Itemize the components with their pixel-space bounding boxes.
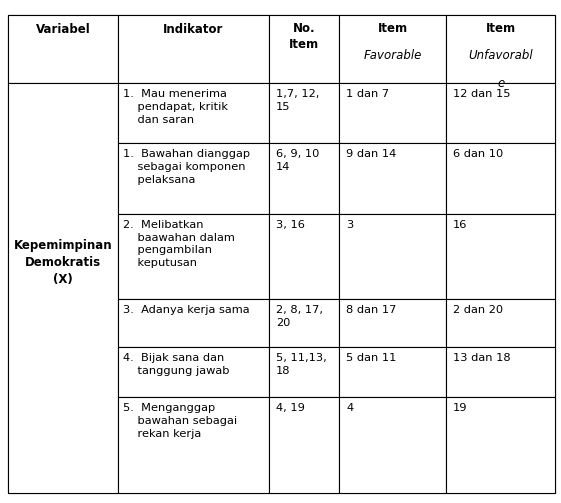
Text: Indikator: Indikator [163, 23, 224, 36]
Text: Kepemimpinan
Demokratis
(X): Kepemimpinan Demokratis (X) [14, 239, 112, 286]
Text: 2.  Melibatkan
    baawahan dalam
    pengambilan
    keputusan: 2. Melibatkan baawahan dalam pengambilan… [123, 220, 235, 268]
Text: 2, 8, 17,
20: 2, 8, 17, 20 [276, 305, 323, 328]
Text: 5.  Menganggap
    bawahan sebagai
    rekan kerja: 5. Menganggap bawahan sebagai rekan kerj… [123, 403, 237, 439]
Text: Favorable: Favorable [364, 49, 422, 62]
Bar [339, 299, 446, 347]
Bar [446, 397, 555, 493]
Bar [446, 15, 555, 83]
Bar [339, 15, 446, 83]
Text: 4, 19: 4, 19 [276, 403, 305, 413]
Bar [446, 83, 555, 143]
Text: 3: 3 [346, 220, 353, 230]
Bar [118, 397, 269, 493]
Bar [269, 15, 339, 83]
Text: 2 dan 20: 2 dan 20 [453, 305, 503, 315]
Bar [8, 15, 118, 83]
Bar [118, 83, 269, 143]
Text: 4.  Bijak sana dan
    tanggung jawab: 4. Bijak sana dan tanggung jawab [123, 353, 230, 376]
Text: Unfavorabl: Unfavorabl [468, 49, 533, 62]
Bar [446, 214, 555, 299]
Text: 6, 9, 10
14: 6, 9, 10 14 [276, 149, 319, 172]
Bar [339, 347, 446, 397]
Bar [269, 214, 339, 299]
Bar [118, 143, 269, 214]
Text: 9 dan 14: 9 dan 14 [346, 149, 397, 159]
Bar [118, 299, 269, 347]
Bar [118, 347, 269, 397]
Bar [446, 299, 555, 347]
Bar [446, 347, 555, 397]
Text: Variabel: Variabel [36, 23, 90, 36]
Bar [339, 214, 446, 299]
Text: 1 dan 7: 1 dan 7 [346, 89, 389, 99]
Text: 13 dan 18: 13 dan 18 [453, 353, 511, 363]
Text: 3.  Adanya kerja sama: 3. Adanya kerja sama [123, 305, 250, 315]
Bar [269, 143, 339, 214]
Bar [269, 347, 339, 397]
Text: 19: 19 [453, 403, 467, 413]
Bar [269, 83, 339, 143]
Bar [269, 299, 339, 347]
Bar [118, 15, 269, 83]
Bar [339, 83, 446, 143]
Bar [339, 397, 446, 493]
Text: 1.  Mau menerima
    pendapat, kritik
    dan saran: 1. Mau menerima pendapat, kritik dan sar… [123, 89, 228, 125]
Bar [339, 143, 446, 214]
Text: 6 dan 10: 6 dan 10 [453, 149, 503, 159]
Text: e: e [497, 77, 504, 90]
Bar [446, 143, 555, 214]
Text: 5 dan 11: 5 dan 11 [346, 353, 397, 363]
Text: 3, 16: 3, 16 [276, 220, 305, 230]
Text: Item: Item [486, 22, 516, 35]
Text: 1,7, 12,
15: 1,7, 12, 15 [276, 89, 319, 112]
Text: 16: 16 [453, 220, 467, 230]
Text: 1.  Bawahan dianggap
    sebagai komponen
    pelaksana: 1. Bawahan dianggap sebagai komponen pel… [123, 149, 251, 185]
Text: 4: 4 [346, 403, 353, 413]
Bar [8, 83, 118, 493]
Text: 12 dan 15: 12 dan 15 [453, 89, 510, 99]
Bar [269, 397, 339, 493]
Text: No.
Item: No. Item [289, 22, 319, 51]
Text: Item: Item [378, 22, 408, 35]
Text: 5, 11,13,
18: 5, 11,13, 18 [276, 353, 327, 376]
Text: 8 dan 17: 8 dan 17 [346, 305, 397, 315]
Bar [118, 214, 269, 299]
